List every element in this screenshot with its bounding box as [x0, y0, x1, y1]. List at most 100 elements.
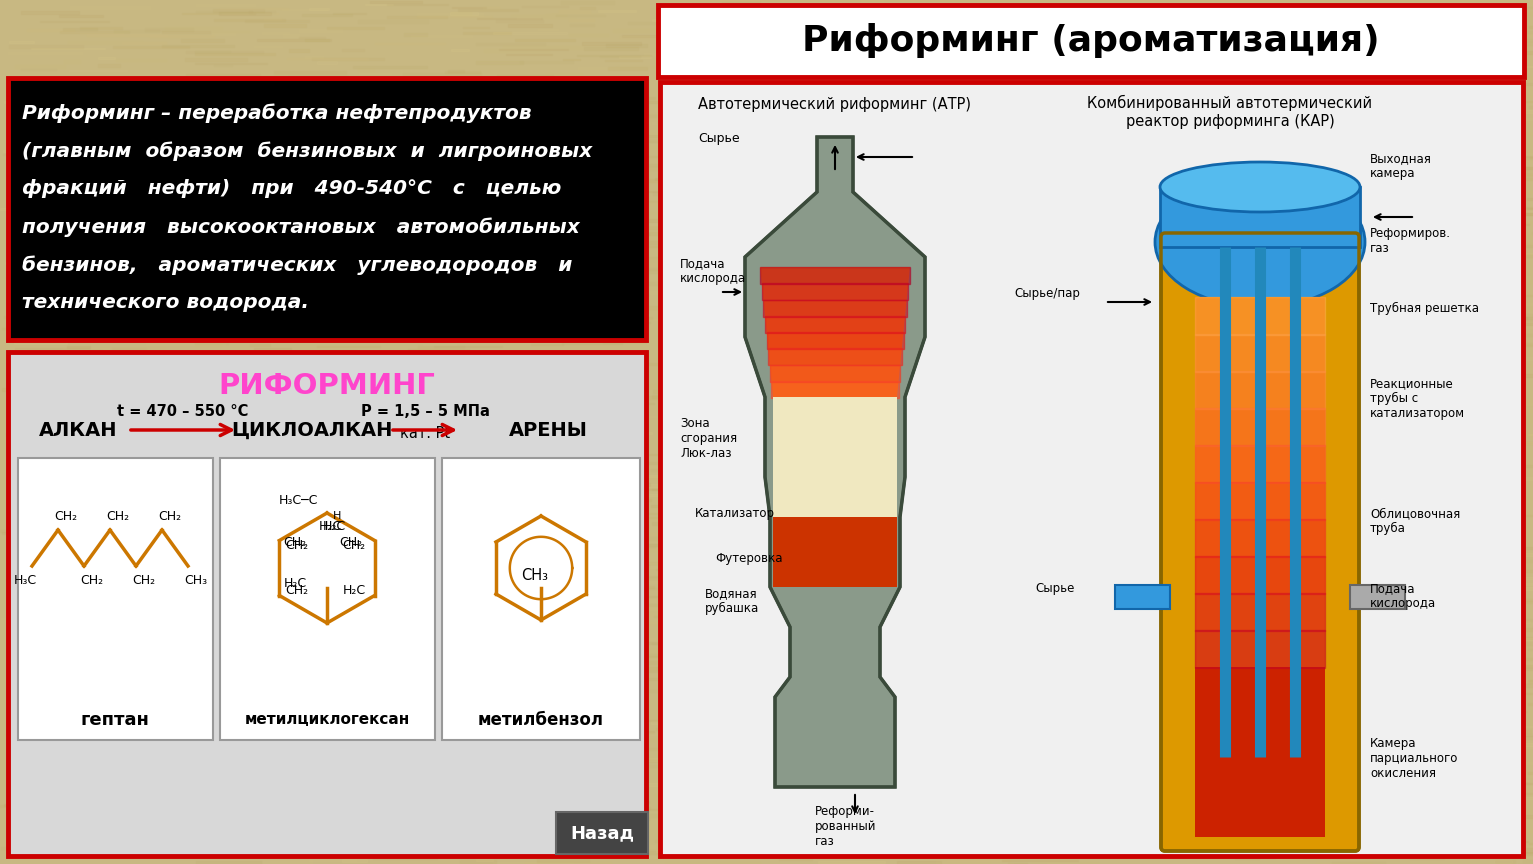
Bar: [72, 232, 89, 234]
Bar: [963, 804, 1023, 806]
Bar: [656, 282, 725, 283]
Bar: [1046, 381, 1113, 384]
Bar: [195, 162, 216, 164]
Bar: [373, 634, 432, 636]
Bar: [1052, 195, 1075, 198]
Bar: [146, 371, 162, 372]
Bar: [1151, 55, 1213, 57]
Bar: [947, 708, 1001, 711]
Bar: [330, 638, 356, 640]
Bar: [1180, 117, 1223, 119]
Bar: [357, 525, 397, 526]
Bar: [494, 862, 573, 864]
Bar: [1141, 639, 1173, 642]
Bar: [388, 447, 403, 448]
Bar: [296, 771, 314, 773]
Bar: [1226, 176, 1277, 179]
Bar: [1180, 749, 1229, 752]
Bar: [60, 262, 109, 264]
Bar: [1032, 373, 1099, 375]
Bar: [707, 550, 765, 553]
Bar: [1053, 684, 1105, 687]
Bar: [1142, 292, 1180, 293]
Bar: [1473, 432, 1495, 434]
Bar: [379, 418, 442, 420]
Bar: [881, 106, 943, 109]
Bar: [538, 542, 564, 543]
Bar: [38, 522, 63, 524]
Bar: [1492, 168, 1530, 169]
Bar: [319, 108, 346, 110]
Bar: [193, 832, 215, 835]
Bar: [184, 638, 207, 639]
Bar: [109, 627, 158, 630]
Bar: [1331, 390, 1346, 391]
Bar: [422, 540, 442, 542]
Bar: [195, 489, 235, 491]
Bar: [852, 350, 895, 351]
Bar: [524, 132, 576, 134]
Bar: [908, 143, 924, 145]
Bar: [1527, 775, 1533, 778]
Bar: [486, 553, 529, 555]
Bar: [426, 806, 487, 809]
Bar: [334, 830, 383, 833]
Bar: [1164, 677, 1239, 679]
Bar: [115, 612, 161, 614]
Bar: [1144, 349, 1203, 352]
Bar: [1374, 275, 1397, 276]
Bar: [1101, 291, 1157, 293]
Bar: [198, 334, 218, 336]
Bar: [855, 385, 875, 387]
Bar: [969, 112, 1021, 115]
Bar: [616, 499, 652, 501]
Bar: [1315, 217, 1354, 219]
Bar: [1202, 341, 1259, 342]
Bar: [624, 226, 702, 229]
Bar: [1507, 31, 1533, 33]
Bar: [900, 768, 977, 769]
Bar: [242, 204, 281, 206]
Bar: [323, 472, 350, 473]
Bar: [446, 406, 524, 409]
Bar: [219, 12, 271, 15]
Bar: [8, 708, 38, 711]
Bar: [1378, 838, 1435, 841]
Bar: [1481, 295, 1533, 296]
Bar: [1512, 13, 1533, 15]
Bar: [259, 76, 282, 78]
Bar: [1072, 825, 1133, 828]
Bar: [803, 525, 883, 527]
Bar: [714, 469, 748, 471]
Bar: [14, 342, 67, 344]
Bar: [1044, 558, 1105, 561]
Bar: [606, 44, 647, 47]
Bar: [987, 779, 1035, 781]
Bar: [766, 569, 811, 572]
Bar: [106, 836, 178, 838]
Bar: [618, 191, 661, 192]
Bar: [543, 567, 593, 569]
Bar: [563, 845, 606, 846]
Bar: [1065, 713, 1085, 715]
Bar: [461, 612, 481, 614]
Bar: [747, 22, 779, 23]
Bar: [133, 248, 199, 249]
Bar: [934, 132, 1003, 134]
Bar: [1111, 14, 1148, 16]
Bar: [903, 672, 923, 674]
Bar: [1101, 773, 1176, 775]
Bar: [1291, 258, 1326, 261]
Bar: [135, 135, 199, 137]
Bar: [87, 487, 115, 490]
Bar: [463, 576, 540, 579]
Bar: [1430, 274, 1507, 276]
Bar: [89, 455, 140, 458]
Bar: [429, 240, 446, 243]
Bar: [475, 43, 544, 45]
Bar: [1173, 21, 1211, 22]
Bar: [595, 582, 627, 584]
Bar: [394, 459, 471, 461]
Bar: [1032, 264, 1049, 266]
Bar: [1430, 190, 1501, 193]
